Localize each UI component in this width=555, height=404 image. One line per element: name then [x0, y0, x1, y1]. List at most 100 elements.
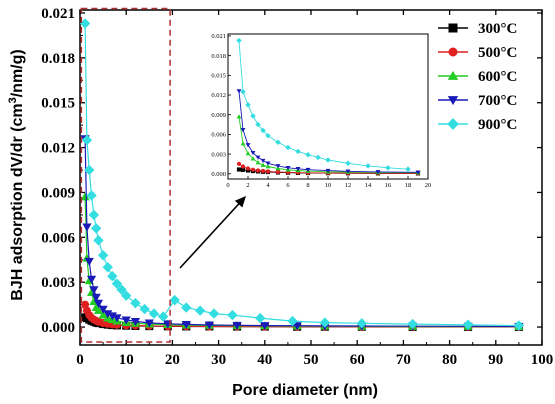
legend-item-700°C: 700°C — [438, 93, 517, 109]
inset-data-point — [295, 167, 301, 172]
data-point — [84, 257, 94, 266]
inset-data-point — [240, 89, 246, 95]
x-tick-label: 70 — [396, 352, 411, 368]
data-point — [112, 314, 122, 323]
inset-data-point — [265, 169, 271, 174]
legend-label: 600°C — [478, 69, 517, 85]
inset-data-point — [245, 102, 251, 108]
legend-marker — [447, 96, 459, 106]
inset-data-point — [295, 148, 301, 155]
inset-data-point — [305, 167, 311, 173]
data-point — [93, 306, 104, 315]
legend-item-500°C: 500°C — [438, 45, 517, 61]
inset-y-tick-label: 0.021 — [211, 33, 226, 40]
y-axis-title: BJH adsorption dV/dr (cm3/nm/g) — [7, 49, 26, 300]
y-tick-label: 0.018 — [41, 51, 75, 67]
x-tick-label: 80 — [442, 352, 457, 368]
inset-y-tick-label: 0.015 — [211, 73, 226, 80]
legend-marker — [447, 70, 459, 80]
inset-data-point — [240, 141, 246, 146]
y-axis-title-superscript: 3 — [7, 97, 19, 103]
inset-data-point — [345, 169, 351, 174]
data-point — [181, 302, 192, 313]
data-point — [121, 316, 131, 325]
y-tick-label: 0.000 — [41, 320, 75, 336]
inset-data-point — [275, 139, 281, 145]
data-point — [319, 317, 331, 328]
inset-x-tick-label: 12 — [345, 182, 352, 189]
x-tick-label: 40 — [257, 352, 272, 368]
data-point — [148, 308, 160, 319]
data-point — [88, 209, 100, 221]
inset-data-point — [260, 158, 266, 164]
data-point — [93, 299, 104, 308]
inset-y-tick-label: 0.000 — [211, 171, 226, 178]
inset-x-tick-label: 6 — [286, 182, 290, 189]
axis-titles: Pore diameter (nm) BJH adsorption dV/dr … — [7, 49, 378, 399]
inset-data-point — [265, 132, 271, 139]
data-point — [194, 305, 206, 316]
inset-data-point — [260, 168, 266, 174]
inset-y-tick-label: 0.003 — [211, 151, 226, 158]
inset-data-point — [245, 150, 251, 156]
data-point — [407, 318, 418, 330]
data-point — [86, 190, 97, 201]
inset-data-point — [325, 168, 331, 174]
y-tick-label: 0.009 — [41, 185, 75, 201]
inset-data-point — [245, 143, 251, 148]
legend-marker — [447, 118, 459, 130]
inset-plot: 0 2 4 6 8 10 12 14 16 18 20 0.000 0.003 0.006 0.009 0.0… — [211, 33, 431, 189]
x-tick-label: 20 — [165, 352, 180, 368]
data-point — [93, 235, 104, 246]
data-point — [356, 318, 368, 329]
inset-y-tick-label: 0.018 — [211, 53, 226, 60]
data-point — [232, 321, 242, 330]
inset-data-point — [255, 155, 261, 160]
data-point — [80, 192, 90, 201]
inset-data-point — [255, 121, 261, 128]
inset-x-tick-label: 14 — [365, 182, 372, 189]
data-point — [254, 312, 266, 324]
inset-data-point — [250, 167, 256, 172]
inset-x-tick-label: 4 — [266, 182, 270, 189]
inset-frame — [227, 33, 429, 180]
data-point — [98, 310, 108, 319]
x-tick-label: 30 — [211, 352, 226, 368]
data-point — [102, 262, 113, 273]
data-point — [116, 284, 127, 295]
inset-data-point — [236, 167, 242, 172]
data-point — [204, 321, 214, 330]
x-tick-label: 50 — [304, 352, 319, 368]
inset-data-point — [250, 113, 256, 119]
data-point — [82, 223, 92, 232]
data-point — [227, 309, 238, 321]
inset-data-point — [265, 161, 271, 166]
inset-y-tick-label: 0.012 — [211, 92, 226, 99]
inset-x-tick-label: 8 — [306, 182, 309, 189]
y-axis-title-part: BJH adsorption dV/dr (cm — [9, 103, 26, 300]
inset-x-tick-label: 16 — [385, 182, 392, 189]
inset-data-point — [285, 144, 291, 151]
series-line — [84, 196, 519, 328]
y-tick-label: 0.012 — [41, 141, 75, 157]
inset-data-point — [240, 164, 246, 169]
legend-item-600°C: 600°C — [438, 69, 517, 85]
data-point — [111, 278, 123, 289]
legend-label: 700°C — [478, 93, 517, 109]
data-point — [130, 297, 141, 309]
inset-data-point — [240, 167, 246, 172]
inset-y-tick-label: 0.009 — [211, 112, 226, 119]
inset-data-point — [405, 166, 411, 172]
arrow-head — [234, 196, 246, 208]
inset-data-point — [375, 170, 381, 175]
data-point — [287, 315, 298, 327]
data-point — [208, 308, 220, 319]
zoom-arrow — [179, 196, 246, 269]
inset-data-point — [255, 168, 261, 173]
data-point — [84, 164, 95, 176]
legend-marker — [448, 23, 458, 33]
data-point — [86, 275, 97, 284]
inset-data-point — [385, 165, 391, 171]
inset-series-700°C — [236, 89, 421, 175]
data-point — [181, 320, 191, 329]
